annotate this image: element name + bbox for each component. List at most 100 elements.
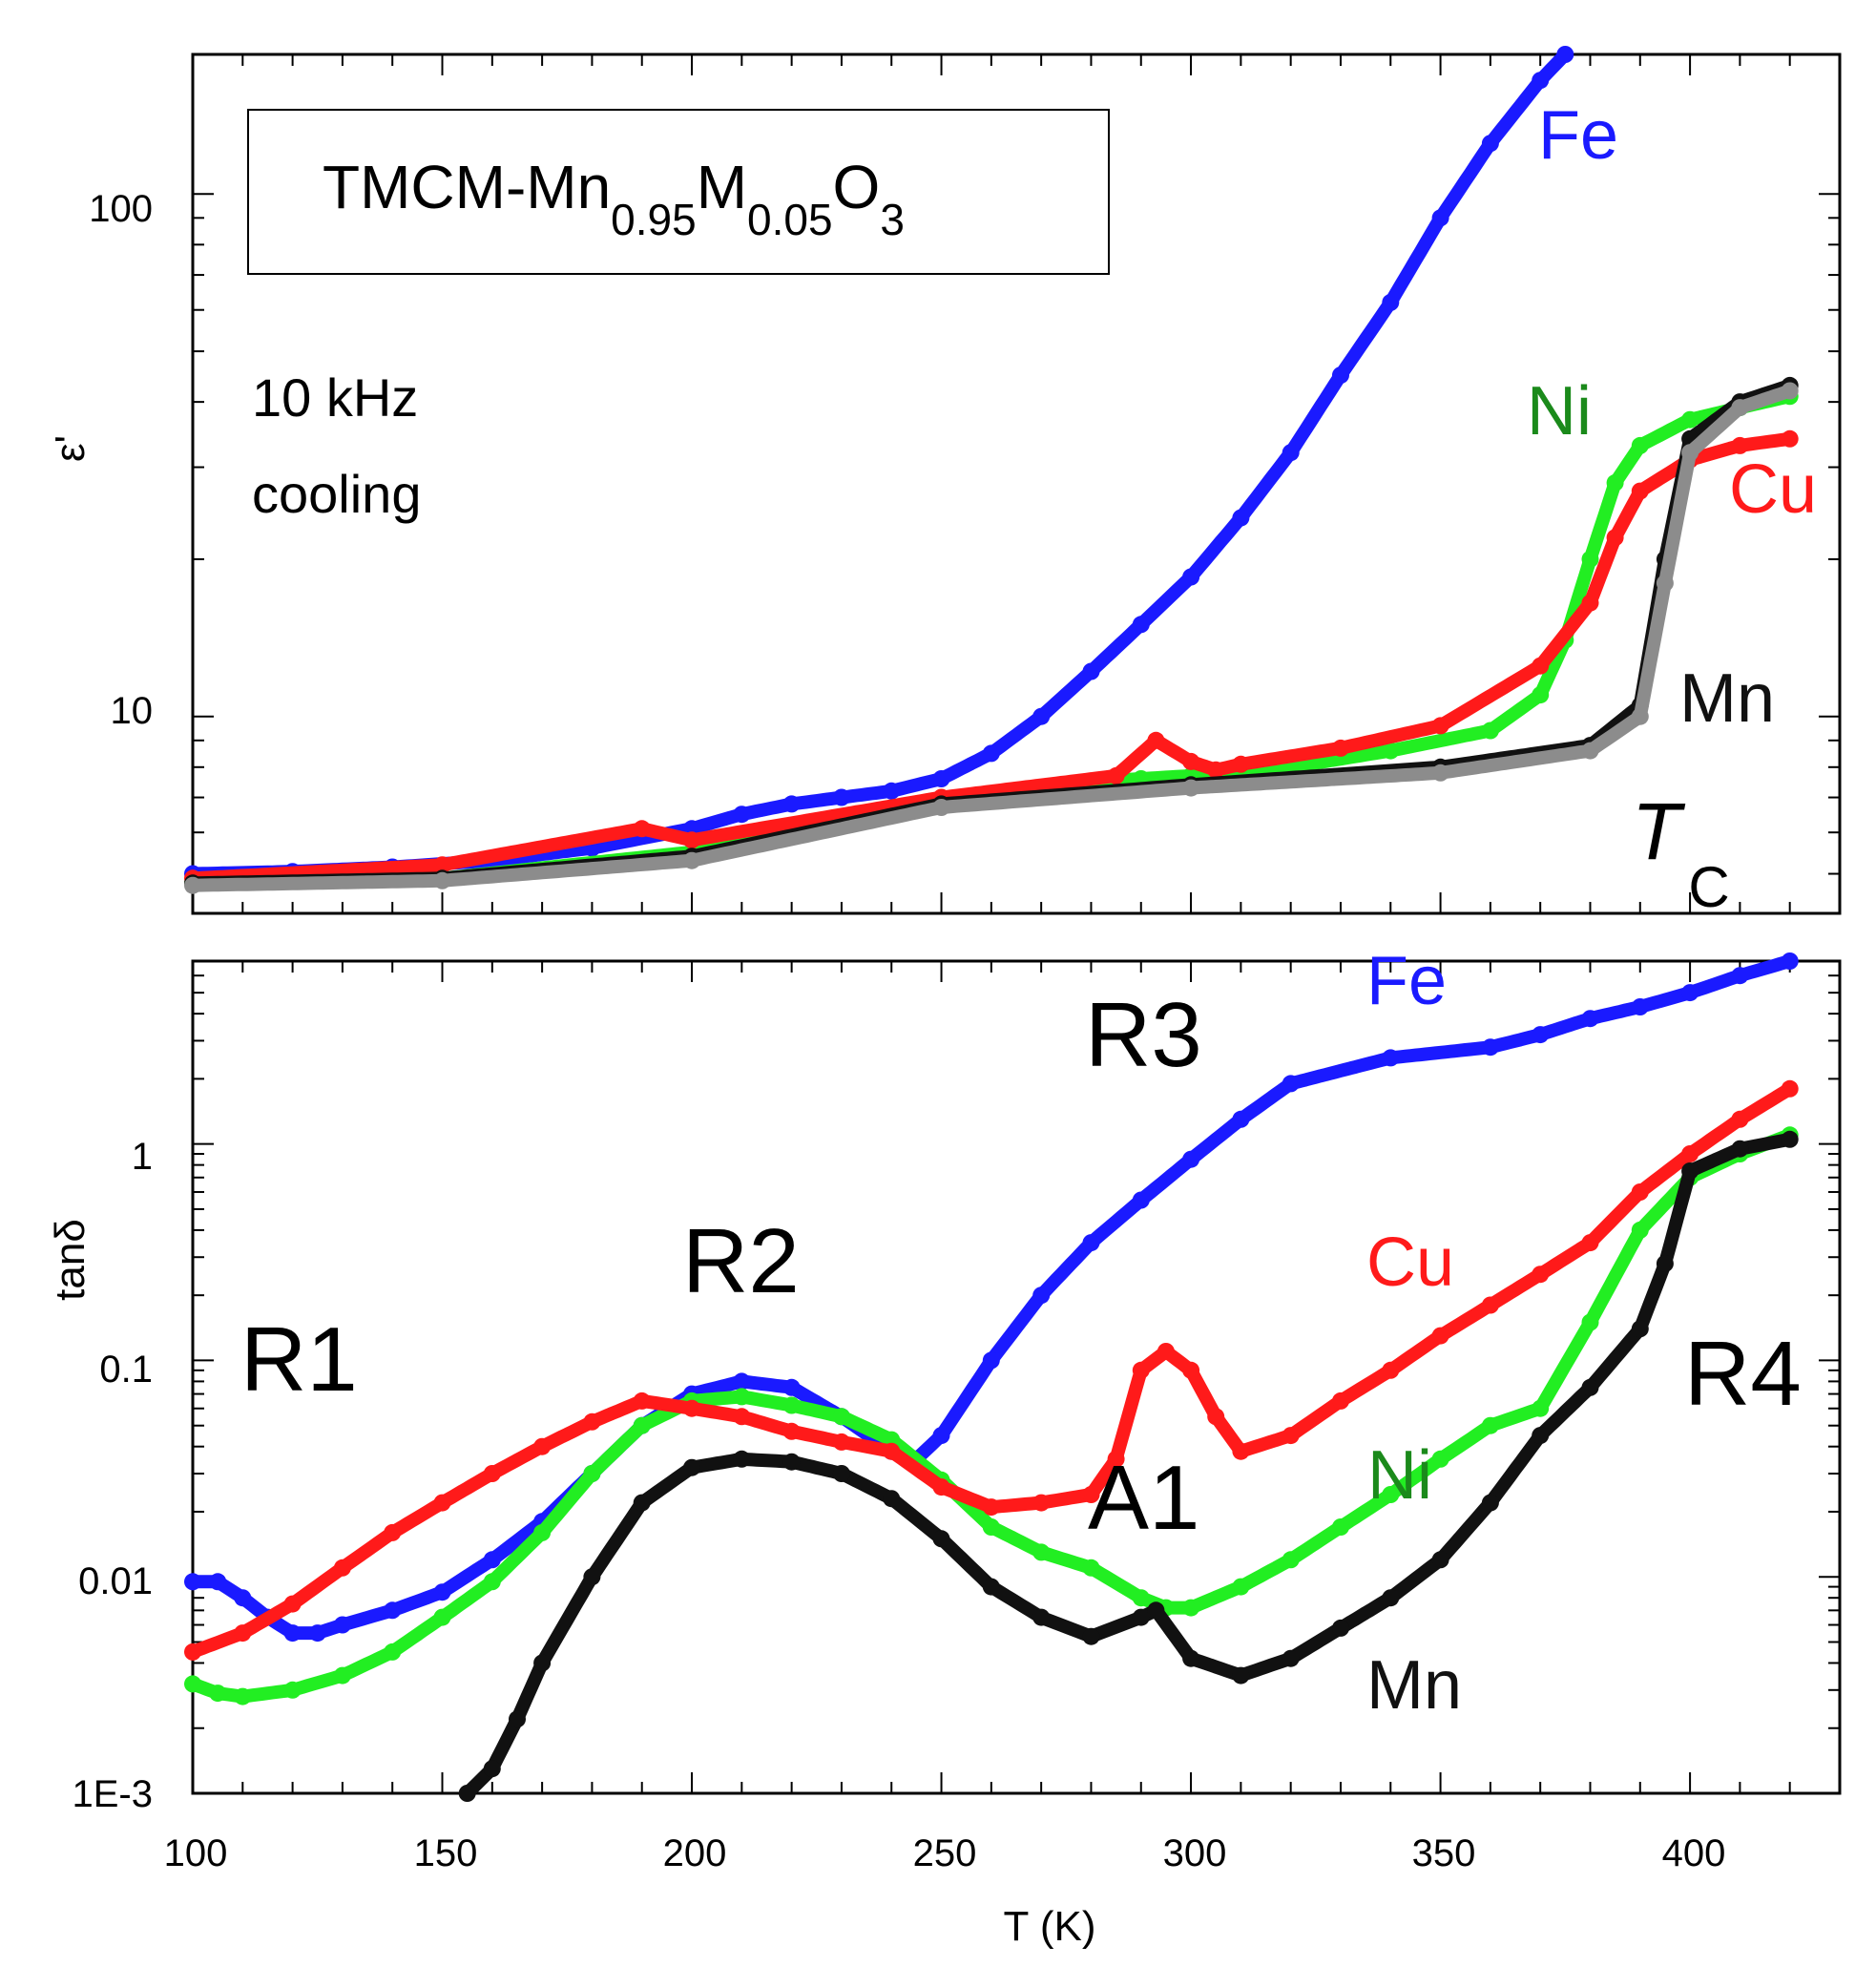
data-point [209,1573,227,1591]
top-y-axis-title: ε' [47,435,94,462]
data-point [1731,967,1749,985]
data-point [1681,410,1699,429]
data-point [932,799,950,816]
data-point [308,1624,326,1643]
xtick-label-350: 350 [1412,1832,1476,1874]
top-series [184,46,1799,894]
series-label-ni-top: Ni [1527,373,1592,450]
data-point [932,1478,950,1496]
bottom-panel: 1E-3 0.01 0.1 1 100 150 200 250 300 350 … [47,943,1842,1950]
data-point [1556,46,1574,63]
data-point [1082,662,1100,680]
data-point [1581,1313,1599,1331]
data-point [1282,1075,1300,1093]
data-point [1532,686,1550,704]
data-point [1382,1049,1400,1067]
region-label-r1: R1 [240,1308,358,1411]
series-mn-heating- [184,382,1799,894]
region-label-r3: R3 [1085,984,1202,1086]
data-point [1532,1399,1550,1417]
data-point [1207,761,1225,779]
data-point [433,1494,451,1512]
data-point [1282,1427,1300,1445]
series-line [186,1128,1797,1704]
data-point [1656,1255,1674,1272]
data-point [583,1465,601,1482]
data-point [1182,752,1200,770]
data-point [1631,1320,1649,1338]
data-point [1332,366,1349,385]
data-point [1082,1486,1100,1503]
xtick-label-250: 250 [913,1832,977,1874]
data-point [832,1465,850,1482]
region-label-a1: A1 [1088,1447,1199,1549]
data-point [1781,429,1799,448]
top-ticks [192,54,1840,913]
data-point [883,1442,901,1460]
data-point [1107,766,1125,785]
data-point [533,1654,552,1672]
data-point [184,1675,201,1693]
data-point [1481,135,1499,153]
data-point [184,1573,201,1591]
data-point [333,1666,351,1685]
data-point [982,744,1000,763]
data-point [1581,550,1599,568]
data-point [932,1530,950,1548]
data-point [1132,1191,1150,1209]
data-point [1431,764,1449,782]
data-point [209,1685,227,1703]
data-point [832,1408,850,1426]
data-point [1332,739,1349,757]
data-point [982,1578,1000,1596]
data-point [1631,1183,1649,1201]
xtick-label-200: 200 [663,1832,727,1874]
data-point [333,1616,351,1634]
top-panel: 10 100 ε' TMCM-Mn0.95M0.05O3 10 kHz cool… [47,46,1842,919]
series-cu [184,429,1799,888]
data-point [832,1433,850,1451]
data-point [1731,436,1749,454]
data-point [483,1551,501,1569]
data-point [633,1416,651,1434]
data-point [1182,568,1200,586]
data-point [782,1396,801,1414]
data-point [234,1687,252,1705]
data-point [1631,482,1649,500]
data-point [782,1453,801,1471]
bottom-y-axis-title: tanδ [47,1219,94,1301]
data-point [1581,1010,1599,1028]
data-point [1132,1589,1150,1607]
series-line [186,431,1797,886]
series-mn [184,376,1799,892]
series-label-ni-bottom: Ni [1367,1437,1432,1514]
data-point [1781,382,1799,400]
data-point [633,1494,651,1512]
data-point [1431,1450,1449,1468]
data-point [1656,575,1674,592]
data-point [683,831,700,849]
data-point [1606,529,1624,547]
tc-label: TC [1632,786,1730,919]
data-point [883,1490,901,1508]
tc-main: T [1632,786,1686,876]
data-point [1182,1649,1200,1667]
data-point [1147,731,1165,749]
formula-tail: O [833,153,881,221]
data-point [683,1458,700,1476]
data-point [733,1450,751,1468]
bottom-ytick-label-1e-3: 1E-3 [73,1773,154,1815]
data-point [533,1523,552,1541]
data-point [782,795,801,813]
data-point [1382,1361,1400,1379]
data-point [782,1378,801,1396]
bottom-ticks [192,960,1840,1794]
x-axis-title: T (K) [1004,1903,1096,1950]
region-label-r2: R2 [682,1210,800,1312]
data-point [1232,509,1250,527]
data-point [1107,1450,1125,1468]
data-point [982,1518,1000,1536]
data-point [1532,72,1550,90]
series-ni [184,1126,1799,1705]
